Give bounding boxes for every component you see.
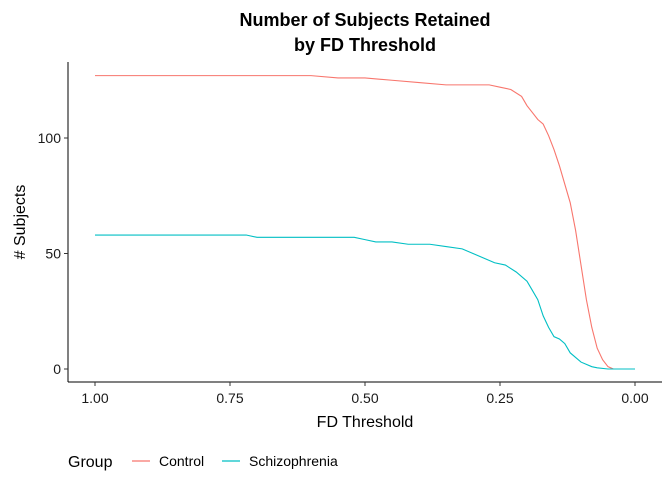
y-tick-label: 0 <box>53 361 61 377</box>
plot-area: 0 50 100 1.00 0.75 0.50 0.25 0.00 <box>38 62 662 406</box>
y-tick-label: 50 <box>45 246 61 262</box>
x-tick-label: 0.50 <box>351 390 378 406</box>
series-line-schizophrenia <box>95 234 635 370</box>
y-ticks: 0 50 100 <box>38 130 68 377</box>
series-line-control <box>95 75 635 370</box>
x-tick-label: 0.25 <box>486 390 513 406</box>
x-tick-label: 1.00 <box>81 390 108 406</box>
chart-title-line-1: Number of Subjects Retained <box>239 10 490 30</box>
y-tick-label: 100 <box>38 130 62 146</box>
series-layer <box>95 75 635 370</box>
legend-label-schizophrenia: Schizophrenia <box>249 453 338 469</box>
x-ticks: 1.00 0.75 0.50 0.25 0.00 <box>81 382 649 406</box>
legend-items: Control Schizophrenia <box>132 453 338 469</box>
x-axis-title: FD Threshold <box>317 414 414 431</box>
legend: Group Control Schizophrenia <box>68 453 338 471</box>
legend-label-control: Control <box>159 453 204 469</box>
x-tick-label: 0.75 <box>216 390 243 406</box>
legend-title: Group <box>68 454 113 471</box>
y-axis-title: # Subjects <box>12 185 29 260</box>
x-tick-label: 0.00 <box>621 390 648 406</box>
chart-title-line-2: by FD Threshold <box>294 35 436 55</box>
